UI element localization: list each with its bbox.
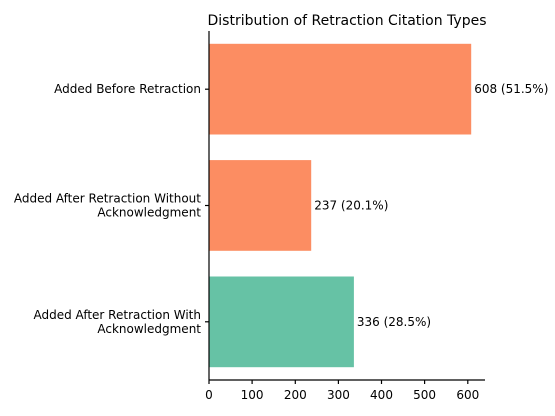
category-labels: Added Before Retraction Added After Retra… xyxy=(14,82,201,336)
x-tick-label: 600 xyxy=(456,388,479,402)
bar xyxy=(209,43,472,135)
x-tick-label: 300 xyxy=(327,388,350,402)
x-tick-label: 400 xyxy=(370,388,393,402)
category-label: Added Before Retraction xyxy=(54,82,201,96)
category-label: Acknowledgment xyxy=(97,206,201,220)
bars-layer xyxy=(209,43,472,368)
bar-value-label: 608 (51.5%) xyxy=(474,82,548,96)
bar xyxy=(209,160,312,251)
bar-value-label: 336 (28.5%) xyxy=(357,315,431,329)
x-tick-label: 500 xyxy=(413,388,436,402)
bar xyxy=(209,276,354,368)
bar-value-label: 237 (20.1%) xyxy=(314,199,388,213)
category-label: Acknowledgment xyxy=(97,322,201,336)
x-tick-label: 0 xyxy=(205,388,213,402)
chart-title: Distribution of Retraction Citation Type… xyxy=(207,13,486,29)
x-tick-label: 200 xyxy=(284,388,307,402)
x-axis-ticks: 0 100 200 300 400 500 600 xyxy=(205,380,479,402)
category-label: Added After Retraction With xyxy=(34,308,202,322)
category-label: Added After Retraction Without xyxy=(14,192,201,206)
value-labels: 608 (51.5%) 237 (20.1%) 336 (28.5%) xyxy=(314,82,548,329)
axes xyxy=(205,31,485,381)
x-tick-label: 100 xyxy=(241,388,264,402)
